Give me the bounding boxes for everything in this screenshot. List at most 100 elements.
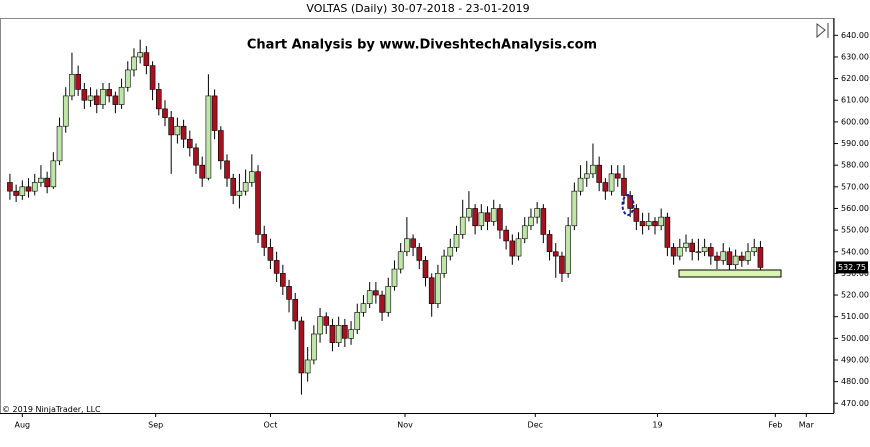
last-price-label: 532.75 xyxy=(838,263,866,272)
candle-body xyxy=(13,190,19,196)
candle-body xyxy=(739,255,745,261)
y-tick-label: 600.00 xyxy=(841,117,869,126)
candle-body xyxy=(509,240,516,257)
candle-body xyxy=(354,312,361,330)
candle-body xyxy=(193,147,199,166)
candle-body xyxy=(645,221,652,227)
candle-body xyxy=(652,221,658,227)
candle-body xyxy=(323,316,330,326)
candle-body xyxy=(472,208,478,227)
y-tick-label: 480.00 xyxy=(841,377,869,386)
x-tick-label: Oct xyxy=(264,421,278,430)
candle-body xyxy=(93,95,100,105)
candle-body xyxy=(7,182,13,192)
candle-body xyxy=(168,117,174,136)
candle-body xyxy=(571,190,578,227)
candle-body xyxy=(174,125,181,136)
candle-body xyxy=(720,251,727,261)
candle-body xyxy=(329,325,336,343)
candle-body xyxy=(366,290,373,304)
candle-body xyxy=(428,277,435,304)
candle-body xyxy=(242,182,249,192)
candle-body xyxy=(261,234,268,248)
candle-body xyxy=(304,359,311,374)
candle-body xyxy=(670,247,677,257)
candle-body xyxy=(348,329,354,339)
scroll-icon[interactable] xyxy=(816,23,829,39)
candle-body xyxy=(373,290,379,296)
y-tick-label: 590.00 xyxy=(841,139,869,148)
x-tick-label: Aug xyxy=(15,421,31,430)
y-tick-label: 470.00 xyxy=(841,399,869,408)
candle-body xyxy=(360,303,367,313)
copyright: © 2019 NinjaTrader, LLC xyxy=(2,405,101,414)
y-tick-label: 610.00 xyxy=(841,96,869,105)
candle-body xyxy=(404,238,410,253)
candle-body xyxy=(335,325,342,343)
y-tick-label: 570.00 xyxy=(841,182,869,191)
candle-body xyxy=(689,242,696,253)
candle-body xyxy=(695,251,702,254)
candle-body xyxy=(559,255,565,274)
candle-body xyxy=(726,251,733,266)
candle-body xyxy=(186,138,193,149)
y-tick-label: 540.00 xyxy=(841,247,869,256)
candle-body xyxy=(205,95,212,179)
candle-body xyxy=(478,212,485,227)
candle-body xyxy=(44,177,50,188)
chart-title: VOLTAS (Daily) 30-07-2018 - 23-01-2019 xyxy=(306,2,529,15)
candle-body xyxy=(490,208,497,222)
candle-body xyxy=(459,216,466,235)
candle-body xyxy=(112,95,119,105)
candle-body xyxy=(441,255,447,274)
candle-body xyxy=(416,247,423,261)
candle-body xyxy=(503,229,509,242)
candle-body xyxy=(757,247,764,268)
highlight-ellipse xyxy=(621,194,635,216)
candle-body xyxy=(292,299,299,322)
support-zone xyxy=(678,269,782,278)
candle-body xyxy=(732,255,739,266)
y-tick-label: 630.00 xyxy=(841,52,869,61)
candle-body xyxy=(69,73,75,97)
candle-body xyxy=(515,238,522,257)
candle-body xyxy=(56,125,63,162)
candle-body xyxy=(211,95,218,131)
candle-body xyxy=(391,268,398,287)
candle-body xyxy=(422,260,429,279)
x-tick-label: Mar xyxy=(799,421,815,430)
candle-body xyxy=(155,89,162,110)
candle-body xyxy=(534,208,540,218)
candle-body xyxy=(521,225,528,240)
candle-body xyxy=(298,320,305,374)
candle-body xyxy=(342,325,348,339)
candle-body xyxy=(75,73,81,90)
candle-body xyxy=(280,273,286,287)
candle-body xyxy=(497,208,503,231)
annotation: Chart Analysis by www.DiveshtechAnalysis… xyxy=(247,38,597,53)
x-tick-label: Nov xyxy=(397,421,413,430)
candle-body xyxy=(218,130,224,162)
candle-body xyxy=(38,177,44,183)
candle-body xyxy=(180,125,187,140)
x-tick-label: 19 xyxy=(652,421,662,430)
candle-body xyxy=(317,316,323,335)
candle-body xyxy=(267,247,274,261)
candle-body xyxy=(255,171,261,235)
candle-body xyxy=(565,225,571,274)
candle-body xyxy=(50,160,57,188)
candle-body xyxy=(162,108,168,118)
candle-body xyxy=(590,164,596,175)
candle-body xyxy=(484,212,491,222)
y-tick-label: 520.00 xyxy=(841,291,869,300)
candle-body xyxy=(19,186,26,196)
candle-body xyxy=(546,234,553,253)
x-tick-label: Feb xyxy=(768,421,782,430)
candle-body xyxy=(87,95,94,101)
x-tick-label: Dec xyxy=(528,421,543,430)
candle-body xyxy=(131,56,137,71)
y-tick-label: 510.00 xyxy=(841,312,869,321)
candle-body xyxy=(683,242,689,248)
